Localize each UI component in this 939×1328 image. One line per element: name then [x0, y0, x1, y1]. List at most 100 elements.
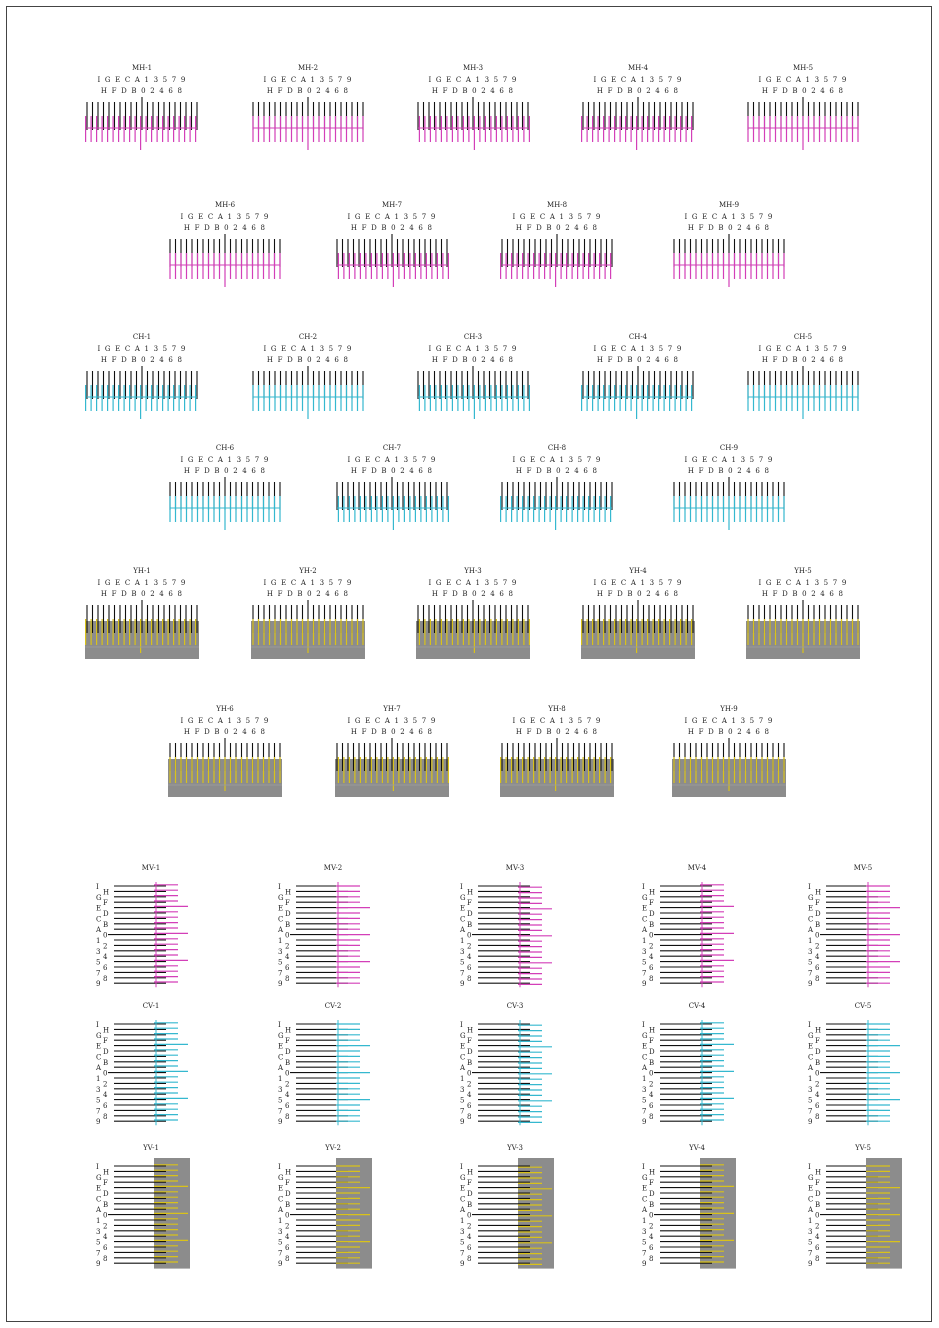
- pattern-label: YV-2: [324, 1144, 341, 1152]
- h-pattern-ch-9: CH-9 I G E C A 1 3 5 7 9 H F D B 0 2 4 6 8: [673, 444, 785, 530]
- row-label-bottom: H F D B 0 2 4 6 8: [432, 590, 514, 598]
- scale-letter: C: [96, 1195, 101, 1203]
- h-pattern-mh-2: MH-2 I G E C A 1 3 5 7 9 H F D B 0 2 4 6 8: [252, 64, 364, 150]
- scale-letter: 2: [649, 1080, 653, 1088]
- h-pattern-yh-5: YH-5 I G E C A 1 3 5 7 9 H F D B 0 2 4 6 8: [746, 567, 860, 659]
- pattern-label: CH-5: [794, 333, 812, 341]
- scale-letter: 6: [649, 1244, 654, 1252]
- h-pattern-mh-7: MH-7 I G E C A 1 3 5 7 9 H F D B 0 2 4 6 8: [336, 201, 449, 287]
- scale-letter: E: [278, 1043, 283, 1051]
- pattern-label: MH-4: [628, 64, 649, 72]
- scale-letter: A: [807, 1206, 814, 1214]
- row-label-bottom: H F D B 0 2 4 6 8: [101, 356, 183, 364]
- scale-letter: 0: [467, 932, 471, 940]
- scale-letter: 2: [467, 1222, 471, 1230]
- scale-letter: I: [96, 883, 99, 891]
- pattern-label: CH-7: [383, 444, 401, 452]
- scale-letter: 5: [808, 1097, 812, 1105]
- scale-letter: 2: [815, 1222, 819, 1230]
- row-label-bottom: H F D B 0 2 4 6 8: [597, 87, 679, 95]
- scale-letter: H: [815, 1168, 821, 1176]
- scale-letter: 1: [808, 1075, 812, 1083]
- scale-letter: D: [815, 910, 821, 918]
- scale-letter: I: [460, 1021, 463, 1029]
- scale-letter: F: [103, 1179, 108, 1187]
- scale-letter: F: [285, 899, 290, 907]
- scale-letter: 1: [642, 937, 646, 945]
- scale-letter: E: [642, 1043, 647, 1051]
- h-pattern-yh-2: YH-2 I G E C A 1 3 5 7 9 H F D B 0 2 4 6 8: [251, 567, 365, 659]
- scale-letter: 6: [467, 1244, 472, 1252]
- scale-letter: G: [460, 1032, 466, 1040]
- scale-letter: H: [649, 1168, 655, 1176]
- row-label-top: I G E C A 1 3 5 7 9: [759, 579, 848, 587]
- scale-letter: 1: [642, 1075, 646, 1083]
- row-label-bottom: H F D B 0 2 4 6 8: [184, 728, 266, 736]
- h-pattern-ch-3: CH-3 I G E C A 1 3 5 7 9 H F D B 0 2 4 6 8: [417, 333, 531, 419]
- scale-letter: 4: [649, 1091, 654, 1099]
- scale-letter: 6: [103, 1102, 108, 1110]
- scale-letter: 6: [815, 964, 820, 972]
- scale-letter: G: [278, 1032, 284, 1040]
- scale-letter: 6: [467, 964, 472, 972]
- scale-letter: 9: [460, 980, 464, 988]
- scale-letter: F: [103, 899, 108, 907]
- row-label-top: I G E C A 1 3 5 7 9: [685, 456, 774, 464]
- scale-letter: 9: [278, 980, 282, 988]
- scale-letter: 8: [285, 1255, 289, 1263]
- h-pattern-mh-9: MH-9 I G E C A 1 3 5 7 9 H F D B 0 2 4 6 8: [673, 201, 785, 287]
- pattern-label: YV-1: [142, 1144, 159, 1152]
- scale-letter: 9: [278, 1118, 282, 1126]
- scale-letter: 1: [460, 1217, 464, 1225]
- pattern-label: YH-4: [628, 567, 647, 575]
- row-label-bottom: H F D B 0 2 4 6 8: [351, 224, 433, 232]
- row-label-top: I G E C A 1 3 5 7 9: [429, 76, 518, 84]
- scale-letter: H: [815, 1026, 821, 1034]
- scale-letter: I: [96, 1021, 99, 1029]
- scale-letter: A: [277, 926, 284, 934]
- scale-letter: A: [95, 1064, 102, 1072]
- pattern-label: CH-6: [216, 444, 235, 452]
- pattern-label: CH-8: [548, 444, 566, 452]
- h-pattern-ch-5: CH-5 I G E C A 1 3 5 7 9 H F D B 0 2 4 6 8: [747, 333, 859, 419]
- scale-letter: G: [642, 1174, 648, 1182]
- scale-letter: B: [467, 921, 472, 929]
- row-label-bottom: H F D B 0 2 4 6 8: [351, 467, 433, 475]
- scale-letter: A: [277, 1206, 284, 1214]
- scale-letter: 1: [808, 937, 812, 945]
- scale-letter: 7: [278, 969, 282, 977]
- scale-letter: B: [815, 1201, 820, 1209]
- pattern-label: CH-4: [629, 333, 648, 341]
- scale-letter: G: [96, 1174, 102, 1182]
- scale-letter: F: [815, 1037, 820, 1045]
- scale-letter: 3: [642, 1086, 646, 1094]
- scale-letter: 0: [467, 1070, 471, 1078]
- scale-letter: D: [467, 1190, 473, 1198]
- scale-letter: 9: [808, 980, 812, 988]
- scale-letter: G: [642, 894, 648, 902]
- scale-letter: G: [808, 1032, 814, 1040]
- scale-letter: D: [285, 1190, 291, 1198]
- scale-letter: A: [95, 1206, 102, 1214]
- scale-letter: D: [467, 1048, 473, 1056]
- scale-letter: F: [649, 1037, 654, 1045]
- scale-letter: G: [808, 1174, 814, 1182]
- scale-letter: I: [460, 883, 463, 891]
- scale-letter: 4: [815, 953, 820, 961]
- scale-letter: 8: [285, 975, 289, 983]
- scale-letter: 7: [642, 969, 646, 977]
- row-label-bottom: H F D B 0 2 4 6 8: [688, 224, 770, 232]
- row-label-bottom: H F D B 0 2 4 6 8: [597, 356, 679, 364]
- scale-letter: G: [460, 894, 466, 902]
- scale-letter: F: [467, 1037, 472, 1045]
- row-label-top: I G E C A 1 3 5 7 9: [348, 456, 437, 464]
- pattern-label: MH-2: [298, 64, 318, 72]
- scale-letter: F: [467, 1179, 472, 1187]
- pattern-label: YH-2: [298, 567, 317, 575]
